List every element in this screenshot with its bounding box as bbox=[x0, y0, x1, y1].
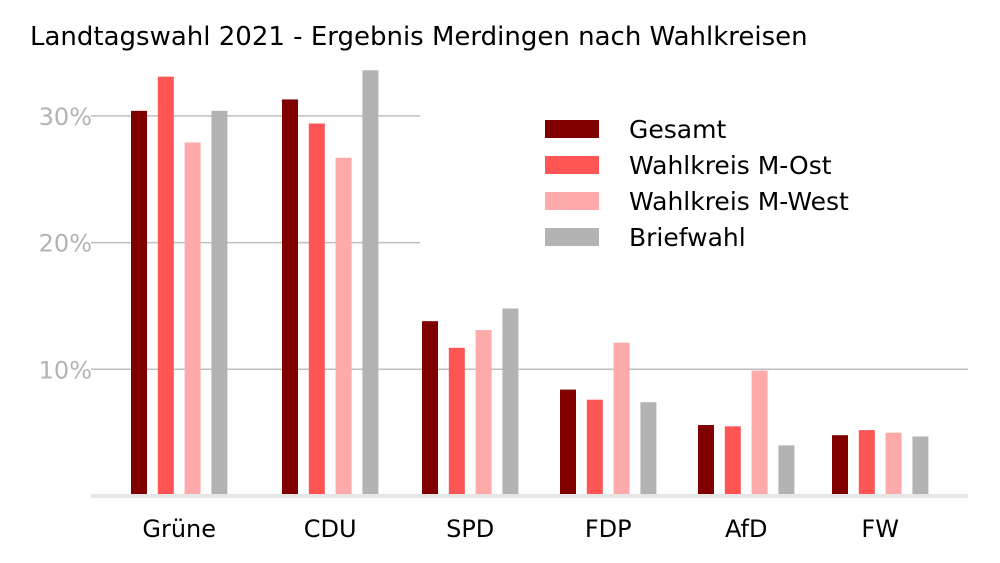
x-axis-ticks: Grüne CDU SPD FDP AfD FW bbox=[142, 515, 899, 543]
y-axis-ticks: 10% 20% 30% bbox=[39, 103, 92, 384]
bar-gesamt-0 bbox=[131, 110, 147, 496]
legend-label: Wahlkreis M-West bbox=[629, 187, 849, 216]
bar-wahlkreis-m-west-0 bbox=[184, 142, 201, 496]
bar-briefwahl-5 bbox=[912, 436, 929, 496]
chart-title: Landtagswahl 2021 - Ergebnis Merdingen n… bbox=[30, 22, 808, 52]
bars bbox=[131, 70, 929, 497]
x-tick-label: Grüne bbox=[142, 515, 216, 543]
bar-wahlkreis-m-ost-1 bbox=[308, 123, 325, 496]
y-tick-label: 30% bbox=[39, 103, 92, 131]
legend-swatch bbox=[545, 228, 599, 246]
x-axis-baseline bbox=[91, 494, 968, 498]
bar-briefwahl-0 bbox=[211, 110, 228, 496]
bar-wahlkreis-m-west-5 bbox=[885, 432, 902, 496]
legend-swatch bbox=[545, 156, 599, 174]
bar-gesamt-1 bbox=[282, 99, 298, 496]
bar-gesamt-2 bbox=[422, 321, 438, 496]
bar-wahlkreis-m-ost-2 bbox=[448, 347, 465, 496]
bar-briefwahl-4 bbox=[778, 445, 795, 496]
bar-briefwahl-3 bbox=[640, 402, 657, 496]
x-tick-label: AfD bbox=[725, 515, 768, 543]
x-tick-label: CDU bbox=[304, 515, 357, 543]
bar-briefwahl-2 bbox=[502, 308, 519, 496]
legend-label: Gesamt bbox=[629, 115, 726, 144]
bar-gesamt-5 bbox=[832, 435, 848, 496]
legend: Gesamt Wahlkreis M-Ost Wahlkreis M-West Bri… bbox=[545, 115, 849, 252]
bar-wahlkreis-m-ost-3 bbox=[586, 399, 603, 496]
bar-gesamt-3 bbox=[560, 389, 576, 496]
legend-swatch bbox=[545, 120, 599, 138]
x-tick-label: SPD bbox=[446, 515, 494, 543]
x-tick-label: FDP bbox=[585, 515, 632, 543]
y-tick-label: 10% bbox=[39, 356, 92, 384]
legend-label: Wahlkreis M-Ost bbox=[629, 151, 832, 180]
legend-label: Briefwahl bbox=[629, 223, 746, 252]
bar-wahlkreis-m-ost-5 bbox=[858, 430, 875, 496]
bar-briefwahl-1 bbox=[362, 70, 379, 497]
bar-wahlkreis-m-ost-0 bbox=[157, 76, 174, 497]
x-tick-label: FW bbox=[861, 515, 899, 543]
bar-wahlkreis-m-ost-4 bbox=[724, 426, 741, 496]
y-tick-label: 20% bbox=[39, 230, 92, 258]
bar-wahlkreis-m-west-1 bbox=[335, 157, 352, 496]
bar-wahlkreis-m-west-4 bbox=[751, 370, 768, 496]
bar-wahlkreis-m-west-3 bbox=[613, 342, 630, 496]
legend-swatch bbox=[545, 192, 599, 210]
bar-wahlkreis-m-west-2 bbox=[475, 330, 492, 496]
bar-gesamt-4 bbox=[698, 425, 714, 496]
